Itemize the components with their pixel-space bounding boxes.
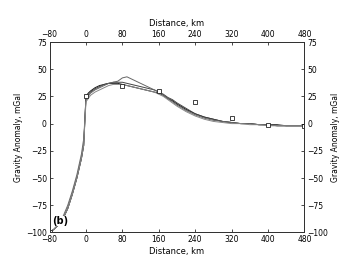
X-axis label: Distance, km: Distance, km	[149, 19, 205, 28]
Text: (b): (b)	[52, 216, 68, 226]
Y-axis label: Gravity Anomaly, mGal: Gravity Anomaly, mGal	[14, 93, 23, 182]
Y-axis label: Gravity Anomaly, mGal: Gravity Anomaly, mGal	[331, 93, 340, 182]
X-axis label: Distance, km: Distance, km	[149, 247, 205, 256]
